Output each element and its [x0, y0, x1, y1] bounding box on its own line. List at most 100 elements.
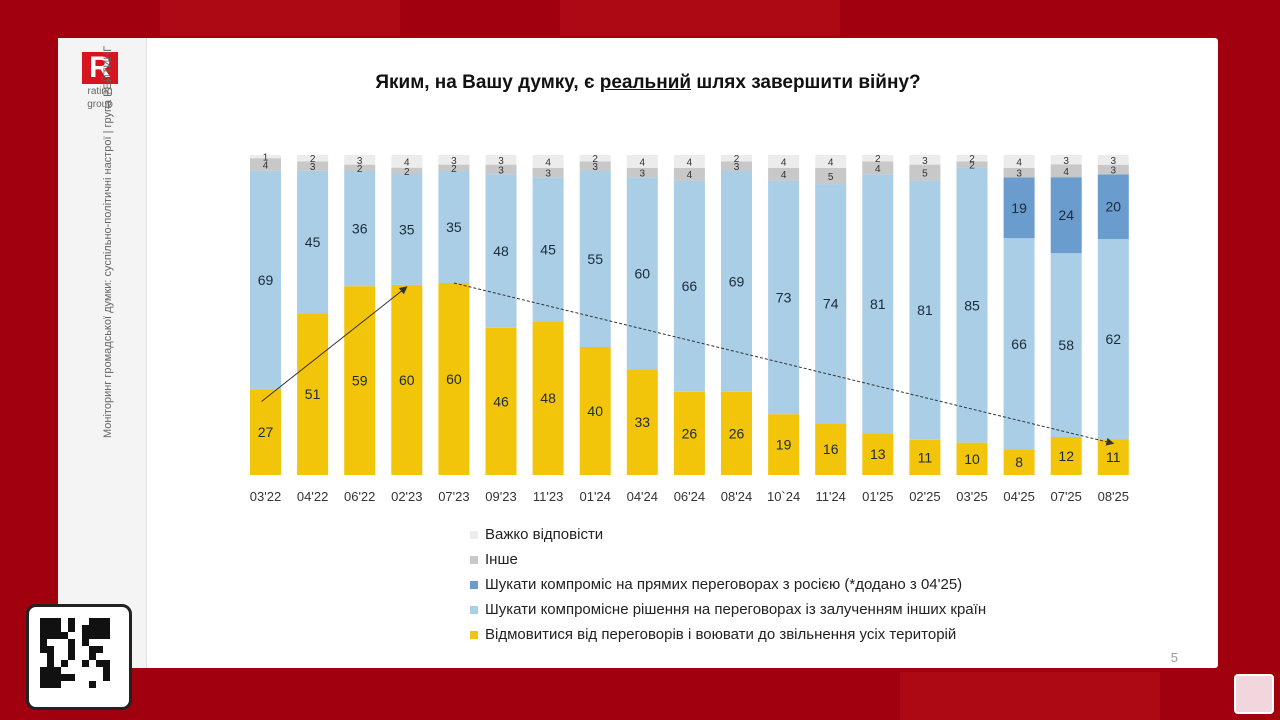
data-label: 4 [263, 161, 269, 172]
bar-segment [344, 286, 376, 475]
category-tick-label: 03'22 [250, 489, 281, 504]
bar-segment [1050, 177, 1082, 254]
qr-module [61, 660, 68, 667]
title-part-2: шлях завершити війну? [691, 72, 921, 93]
logo-line1: rating [87, 86, 113, 97]
bar-segment [815, 167, 847, 185]
bar-segment [626, 177, 658, 370]
data-label: 11 [918, 449, 933, 465]
data-label: 51 [305, 386, 321, 402]
category-tick-label: 06'22 [344, 489, 375, 504]
data-label: 3 [1063, 156, 1069, 167]
qr-code[interactable] [26, 604, 132, 710]
legend-label: Відмовитися від переговорів і воювати до… [485, 626, 957, 643]
bar-segment [1003, 167, 1035, 178]
qr-module [40, 674, 47, 681]
category-tick-label: 04'24 [627, 489, 658, 504]
bar-segment [250, 155, 281, 159]
qr-module [61, 674, 68, 681]
category-tick-label: 08'24 [721, 489, 752, 504]
title-underlined-word: реальний [599, 72, 692, 93]
background-stripe [900, 672, 1160, 720]
data-label: 11 [1106, 449, 1121, 465]
data-label: 5 [828, 172, 834, 183]
bar-segment [673, 167, 705, 181]
qr-module [68, 646, 75, 653]
bar-segment [1097, 164, 1129, 175]
qr-module [40, 646, 47, 653]
data-label: 45 [540, 241, 556, 257]
qr-module [89, 681, 96, 688]
data-label: 8 [1015, 454, 1023, 470]
data-label: 2 [969, 154, 975, 165]
bar-segment [673, 391, 705, 475]
data-label: 3 [545, 169, 551, 180]
data-label: 2 [969, 161, 975, 172]
qr-module [54, 667, 61, 674]
qr-module [89, 653, 96, 660]
data-label: 74 [823, 296, 839, 312]
category-tick-label: 02'23 [391, 489, 422, 504]
bar-segment [862, 174, 894, 434]
bar-segment [721, 391, 752, 475]
bar-segment [956, 161, 988, 168]
bar-segment [956, 167, 988, 443]
category-tick-label: 08'25 [1098, 489, 1129, 504]
qr-module [47, 632, 54, 639]
qr-module [47, 681, 54, 688]
legend-swatch [470, 555, 478, 564]
bar-segment [1003, 238, 1035, 450]
data-label: 46 [493, 393, 509, 409]
bar-segment [768, 167, 800, 181]
legend-swatch [470, 605, 478, 614]
bar-segment [579, 347, 611, 475]
legend-label: Важко відповісти [485, 526, 604, 543]
qr-module [68, 653, 75, 660]
stacked-bar-chart: 27694103'2251453204'2259362306'226035240… [250, 153, 1129, 504]
bar-segment [909, 164, 941, 181]
data-label: 12 [1058, 448, 1074, 464]
data-label: 3 [498, 156, 504, 167]
page-number: 5 [1170, 650, 1178, 665]
qr-module [47, 667, 54, 674]
bar-segment [485, 155, 517, 165]
legend-item-other: Інше [470, 547, 986, 572]
legend-swatch [470, 580, 478, 589]
data-label: 3 [310, 162, 316, 173]
data-label: 4 [545, 157, 551, 168]
category-tick-label: 11'23 [533, 489, 563, 504]
data-label: 55 [587, 251, 603, 267]
data-label: 62 [1106, 331, 1122, 347]
bar-segment [673, 180, 705, 392]
bar-segment [438, 155, 470, 165]
bar-segment [344, 171, 376, 287]
data-label: 60 [635, 265, 651, 281]
qr-module [54, 618, 61, 625]
data-label: 33 [635, 414, 651, 430]
qr-module [82, 660, 89, 667]
data-label: 19 [776, 437, 792, 453]
data-label: 20 [1106, 199, 1122, 215]
bar-segment [956, 155, 988, 162]
data-label: 48 [493, 243, 509, 259]
category-tick-label: 04'22 [297, 489, 328, 504]
data-label: 3 [592, 162, 598, 173]
bar-segment [438, 171, 470, 283]
bar-segment [1003, 155, 1035, 168]
qr-module [89, 646, 96, 653]
bar-segment [438, 283, 470, 475]
legend-label: Шукати компроміс на прямих переговорах з… [485, 576, 963, 593]
data-label: 40 [587, 403, 603, 419]
bar-segment [579, 155, 611, 162]
data-label: 2 [357, 164, 363, 175]
legend-item-compromise-direct: Шукати компроміс на прямих переговорах з… [470, 572, 986, 597]
data-label: 3 [640, 169, 646, 180]
bar-segment [250, 158, 281, 171]
slide-side-band: R rating group Моніторинг громадської ду… [58, 38, 147, 668]
background-stripe [160, 0, 400, 36]
category-tick-label: 11'24 [815, 489, 845, 504]
bar-segment [1097, 174, 1129, 240]
legend-label: Шукати компромісне рішення на переговора… [485, 601, 987, 618]
bar-segment [1097, 155, 1129, 165]
qr-module [103, 618, 110, 625]
